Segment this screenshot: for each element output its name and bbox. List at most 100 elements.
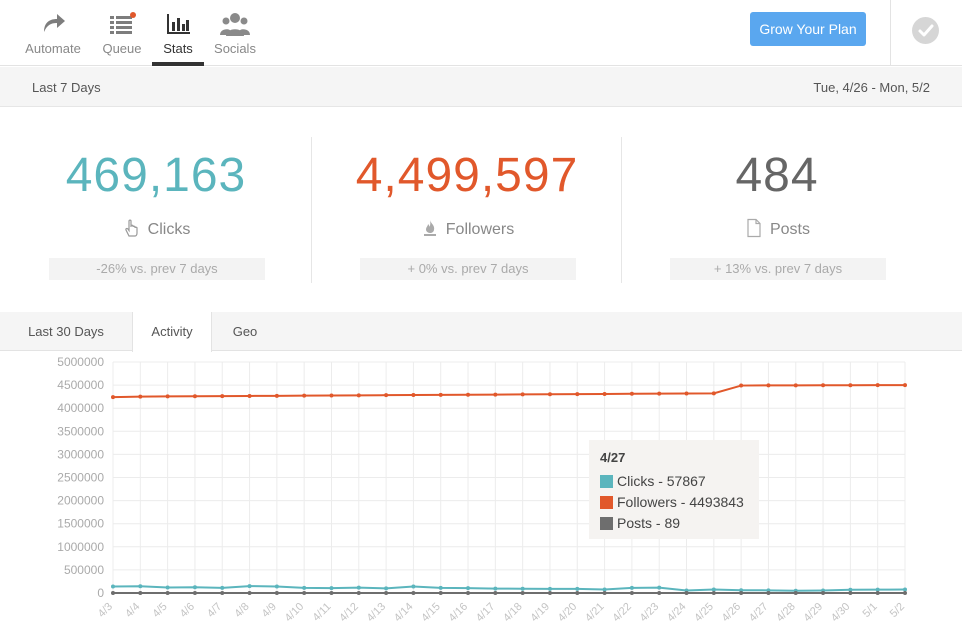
x-tick-label: 4/18 xyxy=(501,601,525,625)
tooltip-row-followers: Followers - 4493843 xyxy=(600,492,748,513)
data-point-followers xyxy=(220,394,225,399)
data-point-clicks xyxy=(848,587,853,592)
x-tick-label: 4/22 xyxy=(610,601,634,625)
stat-comparison: + 13% vs. prev 7 days xyxy=(670,258,886,280)
data-point-posts xyxy=(602,590,607,595)
nav-item-automate[interactable]: Automate xyxy=(23,10,83,56)
data-point-clicks xyxy=(356,585,361,590)
series-line-clicks xyxy=(112,585,906,592)
data-point-posts xyxy=(520,590,525,595)
data-point-followers xyxy=(575,392,580,397)
pointer-hand-icon xyxy=(122,219,148,238)
data-point-posts xyxy=(575,590,580,595)
series-line-followers xyxy=(112,384,906,399)
data-point-followers xyxy=(684,391,689,396)
stat-divider xyxy=(311,137,312,283)
x-tick-label: 4/26 xyxy=(720,601,744,625)
data-point-followers xyxy=(247,393,252,398)
nav-item-socials[interactable]: Socials xyxy=(211,10,259,56)
data-point-posts xyxy=(739,590,744,595)
x-tick-label: 4/23 xyxy=(638,601,662,625)
data-point-posts xyxy=(547,590,552,595)
data-point-followers xyxy=(466,392,471,397)
y-tick-label: 4500000 xyxy=(57,378,104,392)
x-tick-label: 5/1 xyxy=(861,601,880,620)
data-point-clicks xyxy=(493,586,498,591)
nav-label: Stats xyxy=(163,41,193,56)
data-point-posts xyxy=(438,590,443,595)
data-point-posts xyxy=(711,590,716,595)
period-label: Last 7 Days xyxy=(32,80,101,95)
x-tick-label: 5/2 xyxy=(888,601,907,620)
data-point-followers xyxy=(493,392,498,397)
tooltip-row-posts: Posts - 89 xyxy=(600,513,748,534)
data-point-posts xyxy=(138,590,143,595)
data-point-followers xyxy=(165,394,170,399)
document-icon xyxy=(744,218,770,238)
data-point-followers xyxy=(903,383,907,388)
data-point-posts xyxy=(629,590,634,595)
data-point-posts xyxy=(466,590,471,595)
active-nav-indicator xyxy=(152,62,204,66)
data-point-clicks xyxy=(274,584,279,589)
data-point-followers xyxy=(793,383,798,388)
data-point-followers xyxy=(547,392,552,397)
nav-label: Socials xyxy=(214,41,256,56)
data-point-followers xyxy=(875,383,880,388)
stat-comparison: -26% vs. prev 7 days xyxy=(49,258,265,280)
tab-activity[interactable]: Activity xyxy=(132,312,212,352)
tab-geo[interactable]: Geo xyxy=(232,324,258,339)
legend-swatch xyxy=(600,517,613,530)
grow-your-plan-button[interactable]: Grow Your Plan xyxy=(750,12,866,46)
nav-label: Queue xyxy=(102,41,142,56)
x-tick-label: 4/6 xyxy=(178,601,197,620)
tooltip-text: Followers - 4493843 xyxy=(617,494,744,510)
data-point-clicks xyxy=(575,586,580,591)
activity-line-chart[interactable]: 0 500000 1000000 1500000 2000000 2500000 30000… xyxy=(0,351,962,643)
data-point-posts xyxy=(903,590,907,595)
data-point-posts xyxy=(165,590,170,595)
people-icon xyxy=(211,10,259,38)
data-point-posts xyxy=(329,590,334,595)
nav-item-queue[interactable]: Queue xyxy=(99,10,145,56)
x-tick-label: 4/24 xyxy=(665,601,689,625)
x-tick-label: 4/28 xyxy=(774,601,798,625)
stat-clicks: 469,163 Clicks -26% vs. prev 7 days xyxy=(1,137,311,283)
x-tick-label: 4/13 xyxy=(365,601,389,625)
data-point-posts xyxy=(766,590,771,595)
x-tick-label: 4/8 xyxy=(232,601,251,620)
x-tick-label: 4/9 xyxy=(260,601,279,620)
nav-item-stats[interactable]: Stats xyxy=(152,10,204,56)
data-point-clicks xyxy=(875,587,880,592)
y-tick-label: 500000 xyxy=(64,563,104,577)
x-tick-label: 4/3 xyxy=(96,601,115,620)
x-tick-label: 4/30 xyxy=(829,601,853,625)
data-point-posts xyxy=(274,590,279,595)
data-point-followers xyxy=(739,383,744,388)
data-point-clicks xyxy=(657,585,662,590)
top-nav: Automate Queue Stats Socials Grow Your P… xyxy=(0,0,962,66)
y-tick-label: 2000000 xyxy=(57,494,104,508)
bar-chart-icon xyxy=(152,10,204,38)
x-tick-label: 4/27 xyxy=(747,601,771,625)
y-tick-label: 5000000 xyxy=(57,355,104,369)
nav-label: Automate xyxy=(25,41,81,56)
checkmark-icon[interactable] xyxy=(912,17,939,44)
x-tick-label: 4/14 xyxy=(392,601,416,625)
tab-last-30-days[interactable]: Last 30 Days xyxy=(28,324,104,339)
data-point-clicks xyxy=(903,587,907,592)
list-icon xyxy=(99,10,145,38)
y-tick-label: 3000000 xyxy=(57,447,104,461)
stat-posts: 484 Posts + 13% vs. prev 7 days xyxy=(622,137,932,283)
data-point-followers xyxy=(766,383,771,388)
stat-divider xyxy=(621,137,622,283)
data-point-followers xyxy=(192,394,197,399)
data-point-clicks xyxy=(220,585,225,590)
data-point-clicks xyxy=(302,585,307,590)
stat-followers: 4,499,597 Followers + 0% vs. prev 7 days xyxy=(312,137,622,283)
chart-tooltip: 4/27 Clicks - 57867 Followers - 4493843 … xyxy=(589,440,759,539)
data-point-followers xyxy=(711,391,716,396)
stat-meta: Posts xyxy=(622,218,932,239)
data-point-posts xyxy=(657,590,662,595)
y-tick-label: 4000000 xyxy=(57,401,104,415)
